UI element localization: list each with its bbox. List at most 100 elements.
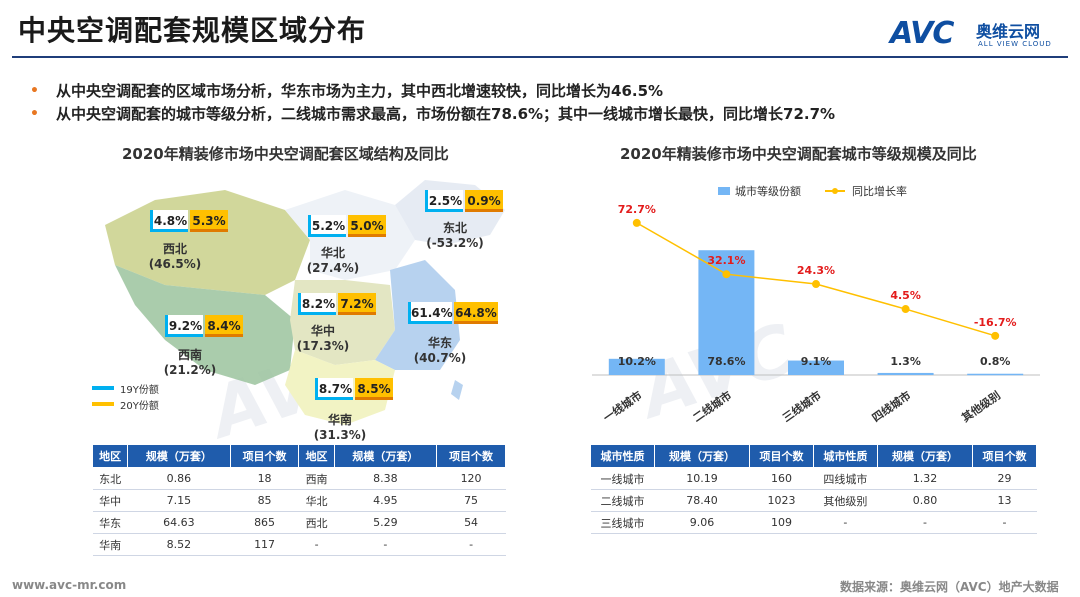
table-header-cell: 规模（万套）: [653, 444, 751, 468]
table-row: 三线城市 9.06 109- - -: [590, 511, 1037, 534]
x-tick-二线城市: 二线城市: [690, 388, 734, 425]
table-header-cell: 项目个数: [749, 444, 814, 468]
table-header-cell: 城市性质: [590, 444, 655, 468]
map-legend: 19Y份额 20Y份额: [92, 380, 159, 412]
logo-mark: AVC: [890, 16, 954, 51]
table-cell: 85: [230, 489, 299, 512]
table-cell: 10.19: [654, 467, 750, 490]
growth-line: [636, 222, 996, 337]
bullet-item: • 从中央空调配套的城市等级分析，二线城市需求最高，市场份额在78.6%；其中一…: [30, 103, 835, 126]
table-cell: 华东: [92, 511, 128, 534]
region-growth: (27.4%): [306, 261, 360, 275]
table-header-cell: 项目个数: [972, 444, 1037, 468]
table-cell: 117: [230, 533, 299, 556]
table-header-cell: 项目个数: [229, 444, 300, 468]
x-tick-四线城市: 四线城市: [869, 388, 913, 425]
region-label-华北: 华北 (27.4%): [298, 246, 368, 276]
table-header-row: 城市性质 规模（万套） 项目个数 城市性质 规模（万套） 项目个数: [590, 444, 1037, 468]
region-label-华中: 华中 (17.3%): [288, 324, 358, 354]
table-header-cell: 项目个数: [436, 444, 506, 468]
table-cell: 西南: [298, 467, 335, 490]
table-cell: 1023: [749, 489, 814, 512]
table-cell: 华中: [92, 489, 128, 512]
table-cell: 四线城市: [813, 467, 878, 490]
growth-label-三线城市: 24.3%: [797, 264, 835, 277]
growth-point-三线城市: [812, 280, 820, 289]
region-name: 华北: [320, 246, 345, 260]
table-cell: 54: [436, 511, 506, 534]
table-header-cell: 规模（万套）: [333, 444, 438, 468]
logo-cn: 奥维云网: [976, 22, 1041, 41]
table-cell: 0.86: [127, 467, 231, 490]
table-row: 华中 7.15 85 华北 4.95 75: [92, 489, 506, 512]
city-tier-chart: 城市等级份额 同比增长率 10.2% 一线城市 78.6% 二线城市 9.1% 三线城市 1.3…: [592, 184, 1040, 425]
table-cell: 8.52: [127, 533, 231, 556]
table-row: 东北 0.86 18 西南 8.38 120: [92, 467, 506, 490]
avc-logo: AVC 奥维云网 ALL VIEW CLOUD: [890, 14, 1070, 54]
bar-三线城市: [788, 360, 844, 375]
badge-19y-华北: 5.2%: [308, 215, 346, 237]
bullet-dot: •: [30, 83, 39, 99]
bullet-item: • 从中央空调配套的区域市场分析，华东市场为主力，其中西北增速较快，同比增长为4…: [30, 80, 835, 103]
table-row: 华南 8.52 117- - -: [92, 533, 506, 556]
table-cell: 其他级别: [813, 489, 878, 512]
table-cell: 华北: [298, 489, 335, 512]
table-cell: 75: [436, 489, 506, 512]
table-cell: 7.15: [127, 489, 231, 512]
table-cell: 29: [972, 467, 1037, 490]
footer-source: 数据来源：奥维云网（AVC）地产大数据: [840, 580, 1059, 594]
logo-en: ALL VIEW CLOUD: [978, 40, 1052, 48]
city-table: 城市性质 规模（万套） 项目个数 城市性质 规模（万套） 项目个数 一线城市 10.19 16…: [590, 444, 1037, 534]
badge-20y-西南: 8.4%: [205, 315, 243, 337]
city-chart-title: 2020年精装修市场中央空调配套城市等级规模及同比: [620, 145, 977, 163]
growth-point-二线城市: [722, 270, 731, 279]
table-cell: 18: [230, 467, 299, 490]
table-cell: 二线城市: [590, 489, 655, 512]
table-cell: -: [298, 533, 335, 556]
table-cell: -: [972, 511, 1037, 534]
title-divider: [12, 56, 1068, 58]
x-tick-三线城市: 三线城市: [780, 388, 824, 425]
legend-swatch-19y: [92, 386, 114, 390]
table-header-cell: 地区: [298, 444, 335, 468]
region-name: 西北: [162, 242, 187, 256]
badge-19y-东北: 2.5%: [425, 190, 463, 212]
page-title: 中央空调配套规模区域分布: [18, 14, 367, 47]
bar-一线城市: [608, 358, 665, 375]
table-cell: 西北: [298, 511, 335, 534]
growth-label-其他级别: -16.7%: [974, 316, 1017, 329]
region-name: 华中: [310, 324, 335, 338]
region-name: 西南: [177, 348, 202, 362]
region-growth: (-53.2%): [426, 236, 484, 250]
bullet-dot: •: [30, 106, 39, 122]
table-row: 二线城市 78.40 1023 其他级别 0.80 13: [590, 489, 1037, 512]
badge-20y-东北: 0.9%: [465, 190, 503, 212]
table-cell: 13: [972, 489, 1037, 512]
region-label-西北: 西北 (46.5%): [140, 242, 210, 272]
table-cell: 8.38: [334, 467, 437, 490]
growth-point-四线城市: [901, 305, 910, 314]
legend-item-19y: 19Y份额: [92, 380, 159, 396]
table-cell: 0.80: [877, 489, 973, 512]
x-tick-一线城市: 一线城市: [600, 388, 644, 425]
badge-19y-西南: 9.2%: [165, 315, 203, 337]
bar-label-一线城市: 10.2%: [618, 355, 656, 368]
badge-19y-华东: 61.4%: [408, 302, 453, 324]
bar-label-三线城市: 9.1%: [801, 355, 832, 368]
table-cell: 9.06: [654, 511, 750, 534]
table-cell: 120: [436, 467, 506, 490]
table-cell: 64.63: [127, 511, 231, 534]
region-growth: (21.2%): [163, 363, 217, 377]
region-name: 东北: [442, 221, 467, 235]
growth-label-二线城市: 32.1%: [707, 254, 745, 267]
badge-19y-西北: 4.8%: [150, 210, 188, 232]
growth-point-其他级别: [991, 331, 1000, 340]
badge-19y-华南: 8.7%: [315, 378, 353, 400]
table-header-cell: 规模（万套）: [876, 444, 974, 468]
table-cell: 865: [230, 511, 299, 534]
region-name: 华南: [327, 413, 352, 427]
badge-20y-华东: 64.8%: [454, 302, 498, 324]
region-label-东北: 东北 (-53.2%): [420, 221, 490, 251]
legend-line-marker: [832, 188, 838, 194]
table-cell: 一线城市: [590, 467, 655, 490]
